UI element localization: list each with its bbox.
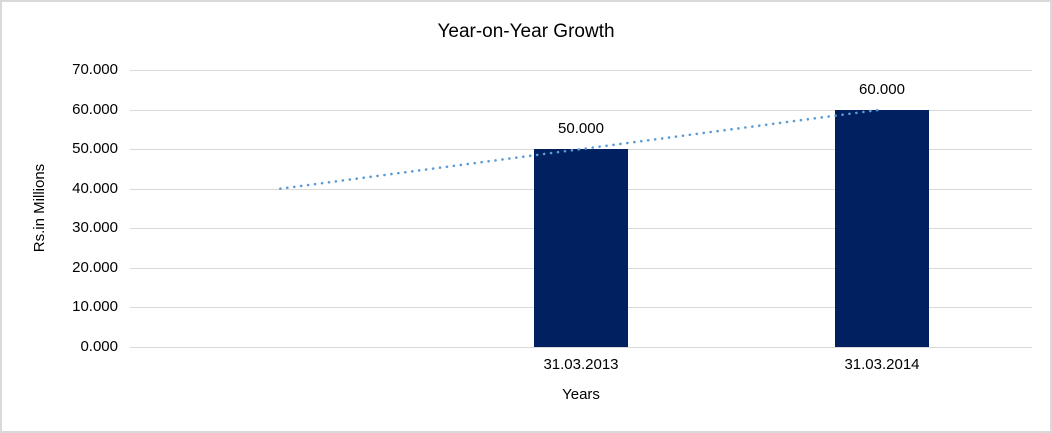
y-axis-tick-label: 0.000 — [80, 338, 118, 355]
bar — [835, 110, 929, 347]
y-axis-tick-label: 60.000 — [72, 101, 118, 118]
y-axis-tick-label: 20.000 — [72, 259, 118, 276]
x-axis-tick-label: 31.03.2014 — [844, 356, 920, 373]
data-label: 60.000 — [859, 81, 905, 98]
y-axis-title: Rs.in Millions — [31, 163, 48, 253]
y-axis-tick-label: 70.000 — [72, 61, 118, 78]
y-axis-tick-label: 40.000 — [72, 180, 118, 197]
chart-title: Year-on-Year Growth — [437, 21, 615, 42]
y-axis-tick-label: 30.000 — [72, 219, 118, 236]
y-axis-tick-label: 50.000 — [72, 140, 118, 157]
data-label: 50.000 — [558, 120, 604, 137]
x-axis-title: Years — [562, 386, 600, 403]
gridline — [130, 70, 1032, 71]
y-axis-tick-label: 10.000 — [72, 298, 118, 315]
x-axis-tick-label: 31.03.2013 — [543, 356, 619, 373]
bar — [534, 149, 628, 347]
gridline — [130, 347, 1032, 348]
